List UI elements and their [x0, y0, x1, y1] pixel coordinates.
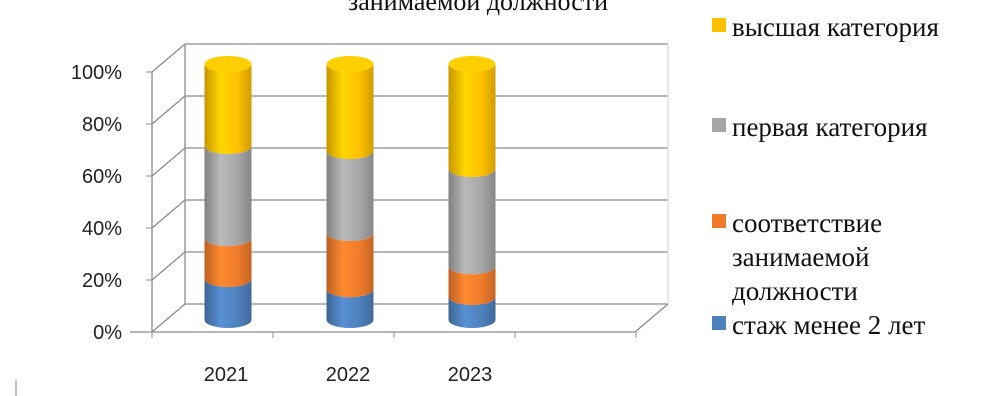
side-gridline	[151, 43, 186, 73]
y-tick-label: 60%	[82, 166, 122, 188]
y-tick-label: 40%	[82, 218, 122, 240]
bar-segment	[204, 64, 252, 154]
legend-swatch	[712, 214, 726, 228]
bar-segment	[204, 145, 252, 247]
bar-segment	[448, 64, 496, 177]
y-tick-label: 20%	[82, 270, 122, 292]
x-tick-label: 2021	[204, 364, 249, 386]
side-gridline	[151, 199, 186, 229]
bar-segment	[448, 168, 496, 275]
legend-label: высшая категория	[732, 12, 939, 42]
bar-top-cap	[448, 56, 496, 72]
bar-segment	[448, 266, 496, 305]
bar-top-cap	[204, 56, 252, 72]
legend-swatch	[712, 118, 726, 132]
side-gridline	[151, 147, 186, 177]
chart-bars	[204, 56, 496, 328]
chart-axes	[130, 44, 669, 338]
x-axis-tick-labels: 2021 2022 2023	[204, 364, 493, 386]
y-tick-label: 80%	[82, 114, 122, 136]
bar-segment	[326, 151, 374, 241]
legend-label: стаж менее 2 лет	[732, 310, 926, 340]
x-tick-label: 2022	[326, 364, 371, 386]
legend-swatch	[712, 316, 726, 330]
legend-item-first-category: первая категория	[712, 110, 928, 144]
legend-label: соответствие занимаемой должности	[732, 208, 883, 306]
x-tick-label: 2023	[448, 364, 493, 386]
side-gridline	[151, 251, 186, 281]
bar-segment	[448, 296, 496, 328]
y-tick-label: 100%	[71, 62, 122, 84]
bar-top-cap	[326, 56, 374, 72]
chart-legend: высшая категория первая категория соотве…	[712, 0, 991, 396]
legend-item-position-conformity: соответствие занимаемой должности	[712, 206, 882, 308]
bar-segment	[326, 64, 374, 160]
bar-segment	[204, 238, 252, 288]
bar-segment	[204, 279, 252, 328]
legend-swatch	[712, 18, 726, 32]
chart-title: занимаемой должности	[348, 0, 608, 16]
side-gridline	[151, 303, 186, 333]
side-gridline	[151, 95, 186, 125]
bar-segment	[326, 232, 374, 298]
y-axis-tick-labels: 0% 20% 40% 60% 80% 100%	[71, 62, 122, 344]
legend-item-highest-category: высшая категория	[712, 10, 939, 44]
bar-segment	[326, 289, 374, 328]
legend-item-experience-under-2-years: стаж менее 2 лет	[712, 308, 925, 342]
y-tick-label: 0%	[93, 322, 122, 344]
floor-right-edge	[634, 303, 669, 333]
chart-grid	[151, 43, 668, 333]
legend-label: первая категория	[732, 112, 928, 142]
